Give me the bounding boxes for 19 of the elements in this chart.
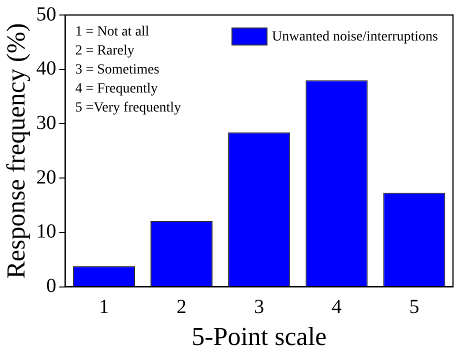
legend-label: Unwanted noise/interruptions [272,30,438,45]
x-tick-label: 2 [176,296,187,318]
y-axis-title: Response frequency (%) [1,23,30,279]
x-tick-label: 4 [332,296,342,318]
x-axis-title: 5-Point scale [192,322,327,352]
annotation: 2 = Rarely [75,44,134,59]
annotation: 5 =Very frequently [75,100,182,116]
y-tick-label: 0 [46,275,56,298]
annotation: 3 = Sometimes [75,62,160,78]
annotation: 1 = Not at all [75,24,150,40]
y-tick-label: 50 [36,3,56,26]
y-tick-label: 20 [36,166,56,188]
y-tick-label: 30 [36,112,56,134]
x-tick-label: 1 [98,296,109,318]
x-tick-label: 5 [409,296,420,318]
x-tick-label: 3 [254,296,264,318]
y-tick-label: 40 [36,58,56,80]
y-tick-label: 10 [36,220,56,243]
annotation: 4 = Frequently [75,82,158,97]
